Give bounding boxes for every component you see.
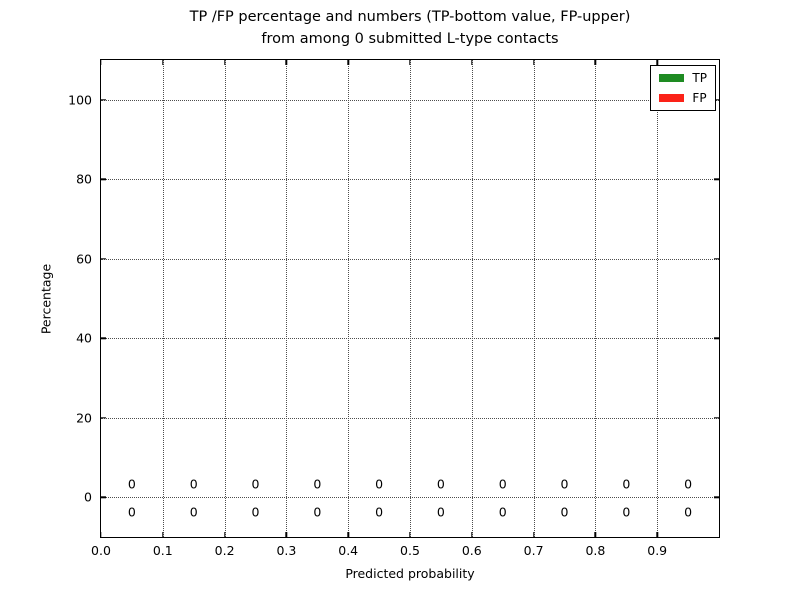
plot-area: TP FP 0.0 0.1 0.2 0.3 0.4 0.5 0.6 0.7 0.8 0.9 0 20 4… <box>68 59 720 558</box>
x-tick-mark <box>656 60 658 65</box>
x-tick-mark <box>285 532 288 537</box>
x-tick-mark <box>100 60 102 65</box>
gridline-horizontal <box>101 417 719 419</box>
legend-swatch-tp <box>659 74 685 82</box>
y-tick-mark <box>714 178 719 180</box>
y-tick-mark <box>101 417 106 419</box>
x-tick-label: 0.7 <box>523 543 544 558</box>
y-tick-mark <box>101 178 106 180</box>
y-tick-label: 20 <box>76 410 92 426</box>
gridline-horizontal <box>101 258 719 260</box>
x-tick-mark <box>162 532 164 537</box>
count-label: 0 <box>560 476 569 492</box>
x-tick-label: 0.4 <box>338 543 359 558</box>
y-tick-label: 0 <box>84 489 92 505</box>
legend: TP FP <box>650 65 716 111</box>
y-tick-mark <box>101 99 106 101</box>
x-tick-mark <box>532 532 535 537</box>
x-tick-mark <box>471 60 473 65</box>
count-label: 0 <box>189 504 198 520</box>
count-label: 0 <box>560 504 569 520</box>
gridline-vertical <box>533 60 535 537</box>
x-tick-mark <box>100 532 102 537</box>
count-label: 0 <box>684 476 693 492</box>
x-tick-mark <box>594 60 597 65</box>
count-label: 0 <box>375 504 384 520</box>
x-tick-label: 0.6 <box>461 543 482 558</box>
gridline-vertical <box>224 60 226 537</box>
gridline-vertical <box>348 60 350 537</box>
gridline-vertical <box>471 60 473 537</box>
gridline-vertical <box>657 60 659 537</box>
x-tick-mark <box>656 532 658 537</box>
x-tick-mark <box>532 60 535 65</box>
x-tick-label: 0.2 <box>214 543 235 558</box>
x-tick-mark <box>285 60 288 65</box>
x-tick-mark <box>409 532 411 537</box>
count-label: 0 <box>622 476 631 492</box>
x-tick-mark <box>471 532 473 537</box>
x-tick-mark <box>223 60 226 65</box>
legend-label-tp: TP <box>692 71 707 85</box>
x-axis-label: Predicted probability <box>345 566 475 581</box>
x-tick-mark <box>223 532 226 537</box>
x-tick-mark <box>409 60 411 65</box>
chart-title-line2: from among 0 submitted L-type contacts <box>261 30 559 47</box>
x-tick-mark <box>347 60 349 65</box>
gridline-horizontal <box>101 179 719 181</box>
count-label: 0 <box>498 504 507 520</box>
x-tick-mark <box>594 532 597 537</box>
x-tick-label: 0.8 <box>585 543 606 558</box>
y-tick-label: 80 <box>76 171 92 187</box>
chart-title: TP /FP percentage and numbers (TP-bottom… <box>100 7 720 50</box>
legend-swatch-fp <box>659 94 685 102</box>
count-label: 0 <box>189 476 198 492</box>
gridline-vertical <box>595 60 597 537</box>
gridline-vertical <box>162 60 164 537</box>
legend-label-fp: FP <box>692 91 707 105</box>
gridline-horizontal <box>101 497 719 499</box>
y-tick-label: 100 <box>68 92 92 108</box>
count-label: 0 <box>684 504 693 520</box>
y-tick-label: 40 <box>76 330 92 346</box>
y-tick-mark <box>714 99 719 101</box>
count-label: 0 <box>127 504 136 520</box>
gridline-horizontal <box>101 99 719 101</box>
count-label: 0 <box>127 476 136 492</box>
count-label: 0 <box>498 476 507 492</box>
y-tick-label: 60 <box>76 251 92 267</box>
count-label: 0 <box>375 476 384 492</box>
x-tick-label: 0.0 <box>91 543 111 558</box>
y-tick-mark <box>714 417 719 419</box>
y-tick-mark <box>714 258 719 260</box>
y-tick-mark <box>101 496 106 498</box>
gridline-vertical <box>410 60 411 537</box>
x-tick-label: 0.1 <box>152 543 173 558</box>
count-label: 0 <box>622 504 631 520</box>
legend-item-tp: TP <box>659 71 707 85</box>
x-tick-mark <box>162 60 164 65</box>
gridline-horizontal <box>101 338 719 340</box>
y-tick-mark <box>714 496 719 498</box>
y-tick-mark <box>714 337 719 339</box>
count-label: 0 <box>436 476 445 492</box>
count-label: 0 <box>251 476 260 492</box>
x-tick-label: 0.9 <box>647 543 668 558</box>
y-tick-mark <box>101 258 106 260</box>
gridline-vertical <box>286 60 288 537</box>
y-tick-mark <box>101 337 106 339</box>
x-tick-label: 0.3 <box>276 543 297 558</box>
legend-item-fp: FP <box>659 91 707 105</box>
count-label: 0 <box>436 504 445 520</box>
count-label: 0 <box>313 504 322 520</box>
x-tick-mark <box>347 532 349 537</box>
chart-title-line1: TP /FP percentage and numbers (TP-bottom… <box>189 9 631 25</box>
count-label: 0 <box>313 476 322 492</box>
y-axis-label: Percentage <box>38 263 54 335</box>
count-label: 0 <box>251 504 260 520</box>
x-tick-label: 0.5 <box>400 543 420 558</box>
